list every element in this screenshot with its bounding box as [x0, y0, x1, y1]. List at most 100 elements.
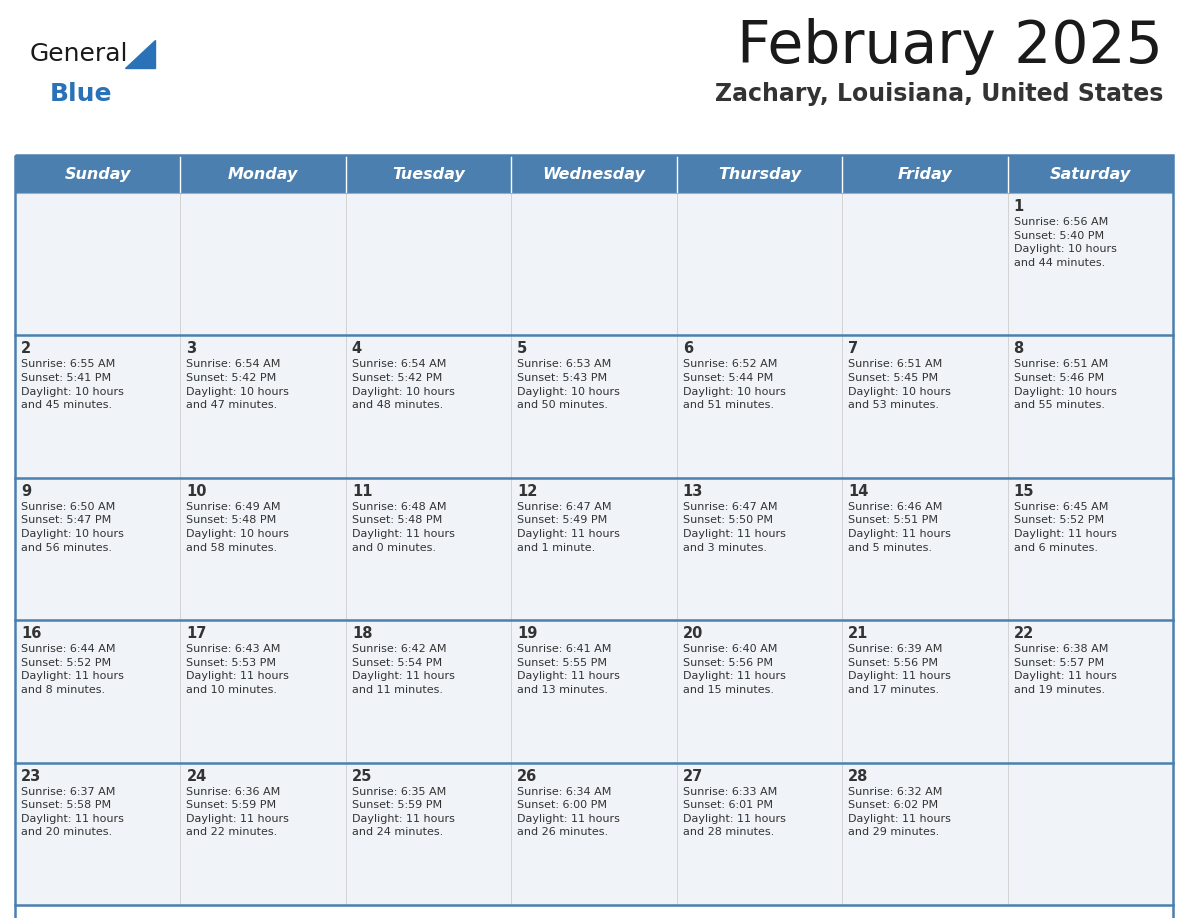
Text: Friday: Friday: [898, 166, 952, 182]
Text: Sunrise: 6:51 AM
Sunset: 5:46 PM
Daylight: 10 hours
and 55 minutes.: Sunrise: 6:51 AM Sunset: 5:46 PM Dayligh…: [1013, 360, 1117, 410]
Text: 1: 1: [1013, 199, 1024, 214]
Bar: [677, 335, 842, 477]
Text: Sunrise: 6:46 AM
Sunset: 5:51 PM
Daylight: 11 hours
and 5 minutes.: Sunrise: 6:46 AM Sunset: 5:51 PM Dayligh…: [848, 502, 952, 553]
Text: Sunrise: 6:48 AM
Sunset: 5:48 PM
Daylight: 11 hours
and 0 minutes.: Sunrise: 6:48 AM Sunset: 5:48 PM Dayligh…: [352, 502, 455, 553]
Text: 18: 18: [352, 626, 372, 641]
Text: Sunrise: 6:42 AM
Sunset: 5:54 PM
Daylight: 11 hours
and 11 minutes.: Sunrise: 6:42 AM Sunset: 5:54 PM Dayligh…: [352, 644, 455, 695]
Bar: [511, 477, 677, 621]
Bar: [181, 477, 346, 621]
Text: 15: 15: [1013, 484, 1034, 498]
Text: 17: 17: [187, 626, 207, 641]
Bar: [181, 621, 346, 763]
Text: Sunrise: 6:50 AM
Sunset: 5:47 PM
Daylight: 10 hours
and 56 minutes.: Sunrise: 6:50 AM Sunset: 5:47 PM Dayligh…: [21, 502, 124, 553]
Text: Sunrise: 6:47 AM
Sunset: 5:49 PM
Daylight: 11 hours
and 1 minute.: Sunrise: 6:47 AM Sunset: 5:49 PM Dayligh…: [517, 502, 620, 553]
Text: 27: 27: [683, 768, 703, 784]
Bar: [842, 335, 1007, 477]
Bar: [15, 193, 181, 335]
Bar: [346, 763, 511, 905]
Text: 22: 22: [1013, 626, 1034, 641]
Text: 7: 7: [848, 341, 858, 356]
Bar: [511, 335, 677, 477]
Bar: [15, 621, 181, 763]
Bar: [346, 621, 511, 763]
Text: Sunrise: 6:53 AM
Sunset: 5:43 PM
Daylight: 10 hours
and 50 minutes.: Sunrise: 6:53 AM Sunset: 5:43 PM Dayligh…: [517, 360, 620, 410]
Bar: [181, 155, 346, 193]
Bar: [181, 335, 346, 477]
Text: Sunrise: 6:32 AM
Sunset: 6:02 PM
Daylight: 11 hours
and 29 minutes.: Sunrise: 6:32 AM Sunset: 6:02 PM Dayligh…: [848, 787, 952, 837]
Text: General: General: [30, 42, 128, 66]
Text: 5: 5: [517, 341, 527, 356]
Bar: [677, 763, 842, 905]
Text: Sunrise: 6:35 AM
Sunset: 5:59 PM
Daylight: 11 hours
and 24 minutes.: Sunrise: 6:35 AM Sunset: 5:59 PM Dayligh…: [352, 787, 455, 837]
Bar: [842, 477, 1007, 621]
Text: Sunrise: 6:34 AM
Sunset: 6:00 PM
Daylight: 11 hours
and 26 minutes.: Sunrise: 6:34 AM Sunset: 6:00 PM Dayligh…: [517, 787, 620, 837]
Bar: [346, 193, 511, 335]
Text: Sunrise: 6:54 AM
Sunset: 5:42 PM
Daylight: 10 hours
and 47 minutes.: Sunrise: 6:54 AM Sunset: 5:42 PM Dayligh…: [187, 360, 290, 410]
Text: Tuesday: Tuesday: [392, 166, 465, 182]
Text: 26: 26: [517, 768, 537, 784]
Text: Sunrise: 6:45 AM
Sunset: 5:52 PM
Daylight: 11 hours
and 6 minutes.: Sunrise: 6:45 AM Sunset: 5:52 PM Dayligh…: [1013, 502, 1117, 553]
Bar: [842, 763, 1007, 905]
Text: 13: 13: [683, 484, 703, 498]
Bar: [511, 155, 677, 193]
Text: Zachary, Louisiana, United States: Zachary, Louisiana, United States: [715, 82, 1163, 106]
Bar: [181, 193, 346, 335]
Bar: [15, 155, 181, 193]
Bar: [677, 477, 842, 621]
Text: Saturday: Saturday: [1050, 166, 1131, 182]
Bar: [15, 763, 181, 905]
Text: Sunrise: 6:54 AM
Sunset: 5:42 PM
Daylight: 10 hours
and 48 minutes.: Sunrise: 6:54 AM Sunset: 5:42 PM Dayligh…: [352, 360, 455, 410]
Bar: [1007, 763, 1173, 905]
Text: Sunrise: 6:55 AM
Sunset: 5:41 PM
Daylight: 10 hours
and 45 minutes.: Sunrise: 6:55 AM Sunset: 5:41 PM Dayligh…: [21, 360, 124, 410]
Text: 28: 28: [848, 768, 868, 784]
Text: Sunrise: 6:41 AM
Sunset: 5:55 PM
Daylight: 11 hours
and 13 minutes.: Sunrise: 6:41 AM Sunset: 5:55 PM Dayligh…: [517, 644, 620, 695]
Text: 2: 2: [21, 341, 31, 356]
Text: 6: 6: [683, 341, 693, 356]
Text: Sunrise: 6:33 AM
Sunset: 6:01 PM
Daylight: 11 hours
and 28 minutes.: Sunrise: 6:33 AM Sunset: 6:01 PM Dayligh…: [683, 787, 785, 837]
Text: 12: 12: [517, 484, 538, 498]
Bar: [1007, 477, 1173, 621]
Text: 8: 8: [1013, 341, 1024, 356]
Bar: [181, 763, 346, 905]
Text: 9: 9: [21, 484, 31, 498]
Text: 10: 10: [187, 484, 207, 498]
Text: Sunrise: 6:38 AM
Sunset: 5:57 PM
Daylight: 11 hours
and 19 minutes.: Sunrise: 6:38 AM Sunset: 5:57 PM Dayligh…: [1013, 644, 1117, 695]
Text: February 2025: February 2025: [737, 18, 1163, 75]
Text: Monday: Monday: [228, 166, 298, 182]
Text: Sunrise: 6:40 AM
Sunset: 5:56 PM
Daylight: 11 hours
and 15 minutes.: Sunrise: 6:40 AM Sunset: 5:56 PM Dayligh…: [683, 644, 785, 695]
Text: Sunrise: 6:49 AM
Sunset: 5:48 PM
Daylight: 10 hours
and 58 minutes.: Sunrise: 6:49 AM Sunset: 5:48 PM Dayligh…: [187, 502, 290, 553]
Bar: [15, 155, 1173, 918]
Text: Thursday: Thursday: [718, 166, 801, 182]
Text: Sunrise: 6:39 AM
Sunset: 5:56 PM
Daylight: 11 hours
and 17 minutes.: Sunrise: 6:39 AM Sunset: 5:56 PM Dayligh…: [848, 644, 952, 695]
Bar: [1007, 193, 1173, 335]
Text: Blue: Blue: [50, 82, 113, 106]
Bar: [511, 193, 677, 335]
Bar: [346, 155, 511, 193]
Bar: [677, 621, 842, 763]
Bar: [1007, 155, 1173, 193]
Bar: [677, 193, 842, 335]
Text: Sunrise: 6:44 AM
Sunset: 5:52 PM
Daylight: 11 hours
and 8 minutes.: Sunrise: 6:44 AM Sunset: 5:52 PM Dayligh…: [21, 644, 124, 695]
Bar: [511, 621, 677, 763]
Text: 4: 4: [352, 341, 362, 356]
Text: Sunday: Sunday: [64, 166, 131, 182]
Text: 21: 21: [848, 626, 868, 641]
Text: Sunrise: 6:51 AM
Sunset: 5:45 PM
Daylight: 10 hours
and 53 minutes.: Sunrise: 6:51 AM Sunset: 5:45 PM Dayligh…: [848, 360, 952, 410]
Text: Sunrise: 6:36 AM
Sunset: 5:59 PM
Daylight: 11 hours
and 22 minutes.: Sunrise: 6:36 AM Sunset: 5:59 PM Dayligh…: [187, 787, 290, 837]
Text: Sunrise: 6:47 AM
Sunset: 5:50 PM
Daylight: 11 hours
and 3 minutes.: Sunrise: 6:47 AM Sunset: 5:50 PM Dayligh…: [683, 502, 785, 553]
Bar: [842, 193, 1007, 335]
Text: Sunrise: 6:37 AM
Sunset: 5:58 PM
Daylight: 11 hours
and 20 minutes.: Sunrise: 6:37 AM Sunset: 5:58 PM Dayligh…: [21, 787, 124, 837]
Text: 25: 25: [352, 768, 372, 784]
Bar: [15, 477, 181, 621]
Text: Wednesday: Wednesday: [543, 166, 645, 182]
Polygon shape: [125, 40, 154, 68]
Bar: [346, 477, 511, 621]
Bar: [346, 335, 511, 477]
Text: Sunrise: 6:43 AM
Sunset: 5:53 PM
Daylight: 11 hours
and 10 minutes.: Sunrise: 6:43 AM Sunset: 5:53 PM Dayligh…: [187, 644, 290, 695]
Text: Sunrise: 6:56 AM
Sunset: 5:40 PM
Daylight: 10 hours
and 44 minutes.: Sunrise: 6:56 AM Sunset: 5:40 PM Dayligh…: [1013, 217, 1117, 268]
Text: 20: 20: [683, 626, 703, 641]
Bar: [842, 155, 1007, 193]
Text: 23: 23: [21, 768, 42, 784]
Text: 3: 3: [187, 341, 196, 356]
Text: 24: 24: [187, 768, 207, 784]
